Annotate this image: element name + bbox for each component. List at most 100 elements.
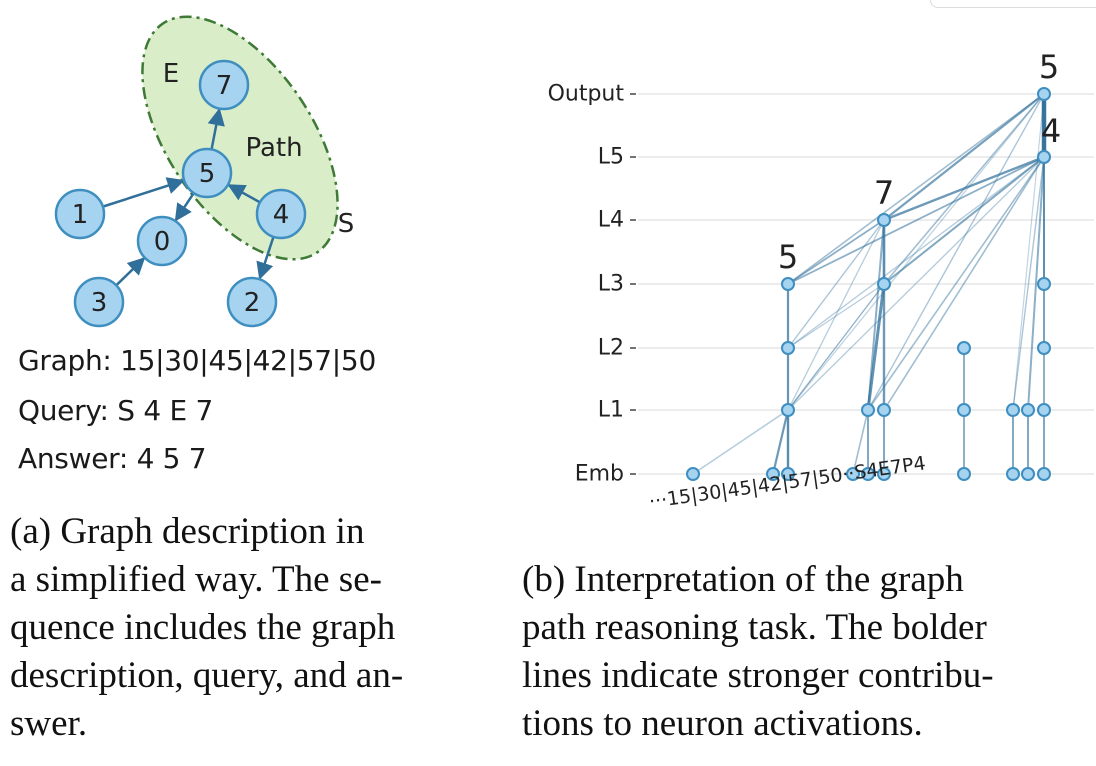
caption-b-line: (b) Interpretation of the graph: [522, 559, 964, 600]
contribution-line: [867, 93, 1045, 411]
caption-b-line: path reasoning task. The bolder: [522, 607, 987, 648]
graph-svg: E Path S 7 5 1 0 4 3 2: [54, 15, 355, 328]
layer-label: L2: [598, 336, 624, 361]
caption-a-line: a simplified way. The se-: [10, 559, 382, 600]
contribution-line: [787, 219, 885, 349]
neuron: [957, 341, 971, 355]
caption-b-line: lines indicate stronger contribu-: [522, 655, 994, 696]
graph-node-label: 2: [244, 288, 261, 318]
peak-label: 7: [874, 174, 894, 212]
neuron: [686, 467, 700, 481]
contribution-line: [787, 283, 885, 411]
contribution-line: [771, 408, 790, 476]
contribution-line: [882, 92, 1046, 222]
layer-grid: [630, 93, 1094, 475]
graph-edges: [102, 107, 275, 287]
graph-node: 3: [73, 276, 125, 328]
caption-a-line: (a) Graph description in: [10, 511, 365, 552]
neuron: [1037, 150, 1051, 164]
neuron: [877, 213, 891, 227]
peak-label: 5: [778, 238, 798, 276]
graph-node: 7: [198, 59, 250, 111]
graph-node-circle: [226, 276, 278, 328]
contribution-line: [883, 93, 1045, 285]
contribution-line: [787, 93, 1045, 411]
contribution-line: [867, 219, 885, 411]
caption-b: (b) Interpretation of the graph path rea…: [522, 556, 994, 748]
contribution-line: [692, 409, 789, 475]
layer-label: L4: [598, 208, 624, 233]
graph-node-label: 3: [91, 288, 108, 318]
layer-label: Output: [548, 82, 625, 107]
graph-node: 1: [54, 188, 106, 240]
neuron: [1021, 467, 1035, 481]
contribution-line: [787, 156, 1045, 411]
contribution-line: [1012, 156, 1045, 411]
graph-figure: E Path S 7 5 1 0 4 3 2: [0, 0, 480, 340]
neuron: [781, 341, 795, 355]
graph-nodes: 7 5 1 0 4 3 2: [54, 59, 307, 328]
contribution-line: [867, 156, 1045, 411]
contribution-line: [1027, 156, 1045, 411]
neuron: [1037, 341, 1051, 355]
peak-label: 4: [1041, 112, 1061, 150]
caption-b-line: tions to neuron activations.: [522, 703, 923, 744]
graph-node: 0: [136, 215, 188, 267]
graph-description: Graph: 15|30|45|42|57|50: [18, 344, 376, 377]
neuron: [877, 467, 891, 481]
neuron: [781, 467, 795, 481]
contribution-line: [883, 156, 1045, 411]
contribution-line: [787, 156, 1045, 285]
graph-node-label: 5: [199, 159, 216, 189]
neurons: [686, 87, 1051, 481]
graph-node-label: 4: [273, 200, 290, 230]
region-label-s: S: [338, 209, 355, 239]
graph-node-circle: [198, 59, 250, 111]
caption-a-line: description, query, and an-: [10, 655, 404, 696]
neuron: [766, 467, 780, 481]
graph-node-circle: [73, 276, 125, 328]
region-label-e: E: [163, 59, 179, 89]
contribution-line: [787, 156, 1045, 349]
graph-node-circle: [54, 188, 106, 240]
graph-node: 4: [255, 188, 307, 240]
graph-edge: [256, 236, 275, 280]
contribution-line: [787, 283, 885, 411]
neuron: [861, 467, 875, 481]
contribution-line: [787, 93, 1045, 285]
graph-edge: [102, 177, 185, 208]
query-line: Query: S 4 E 7: [18, 394, 213, 427]
peak-label: 5: [1039, 48, 1059, 86]
graph-node-label: 7: [216, 71, 233, 101]
caption-a: (a) Graph description in a simplified wa…: [10, 508, 403, 748]
caption-a-line: quence includes the graph: [10, 607, 396, 648]
graph-edge: [174, 192, 195, 222]
graph-node: 5: [181, 147, 233, 199]
contribution-line: [883, 156, 1045, 285]
neuron: [846, 467, 860, 481]
graph-node: 2: [226, 276, 278, 328]
neuron: [877, 277, 891, 291]
neuron: [877, 403, 891, 417]
region-label-path: Path: [245, 133, 302, 163]
graph-node-circle: [136, 215, 188, 267]
graph-edge: [115, 257, 146, 287]
peak-labels: 5 7 5 4: [778, 48, 1061, 276]
answer-line: Answer: 4 5 7: [18, 442, 207, 475]
neuron: [957, 403, 971, 417]
contribution-line: [852, 409, 869, 475]
layer-label: Emb: [575, 462, 624, 487]
caption-a-line: swer.: [10, 703, 88, 744]
neuron: [1006, 403, 1020, 417]
contribution-line: [787, 219, 885, 411]
layer-labels: Emb L1 L2 L3 L4 L5 Output: [548, 82, 625, 487]
graph-node-circle: [181, 147, 233, 199]
graph-edge: [227, 184, 261, 204]
contribution-line: [787, 283, 885, 349]
layer-label: L5: [598, 145, 624, 170]
graph-node-label: 0: [154, 227, 171, 257]
graph-node-label: 1: [72, 200, 89, 230]
neuron: [781, 277, 795, 291]
